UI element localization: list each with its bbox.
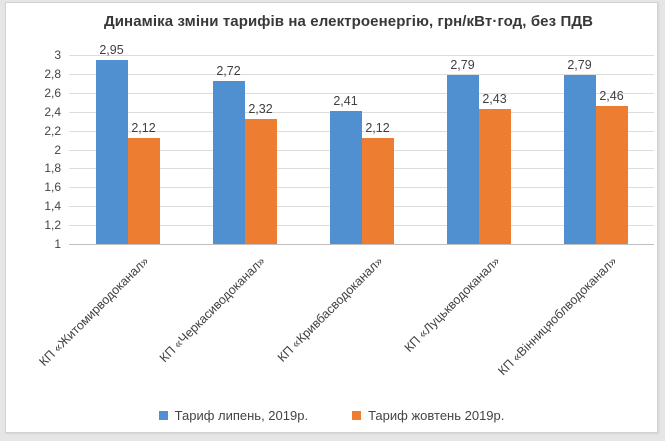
- y-tick-label: 2,6: [44, 85, 61, 100]
- category-label: КП «Вінницяоблводоканал»: [495, 254, 620, 379]
- bar-series1-cat1: [95, 59, 128, 244]
- category-label: КП «Житомирводоканал»: [36, 254, 152, 369]
- bar-series1-cat5: [563, 74, 596, 244]
- gridline: [69, 111, 654, 113]
- legend-swatch-icon: [352, 410, 362, 420]
- chart-card: Динаміка зміни тарифів на електроенергію…: [5, 2, 658, 433]
- y-tick-label: 2,4: [44, 104, 61, 119]
- value-label: 2,95: [99, 42, 124, 57]
- value-label: 2,46: [599, 89, 624, 104]
- bar-series2-cat2: [244, 119, 277, 244]
- y-tick-label: 1: [54, 237, 61, 251]
- value-label: 2,12: [365, 121, 390, 136]
- value-label: 2,32: [248, 102, 273, 117]
- y-tick-label: 2,8: [44, 66, 61, 81]
- chart-title: Динаміка зміни тарифів на електроенергію…: [103, 13, 594, 30]
- category-label: КП «Луцькводоканал»: [401, 254, 503, 355]
- y-tick-label: 1,8: [44, 161, 61, 176]
- legend-swatch-icon: [158, 410, 168, 420]
- category-label: КП «Черкасиводоканал»: [157, 254, 269, 366]
- x-axis-line: [69, 244, 654, 245]
- gridline: [69, 130, 654, 132]
- y-tick-label: 1,2: [44, 218, 61, 233]
- bar-series1-cat2: [212, 81, 245, 244]
- value-label: 2,41: [333, 93, 358, 108]
- value-label: 2,12: [131, 121, 156, 136]
- legend-item-series2: Тариф жовтень 2019р.: [352, 408, 504, 423]
- y-tick-label: 2,2: [44, 123, 61, 138]
- legend-label: Тариф жовтень 2019р.: [368, 407, 505, 423]
- value-label: 2,79: [567, 57, 592, 72]
- bar-series2-cat5: [595, 106, 628, 244]
- category-label: КП «Кривбасводоканал»: [274, 254, 386, 365]
- bar-series1-cat4: [446, 74, 479, 244]
- value-label: 2,79: [450, 57, 475, 72]
- bar-series2-cat3: [361, 138, 394, 244]
- y-tick-label: 1,6: [44, 180, 61, 195]
- y-tick-label: 2: [54, 142, 61, 157]
- y-tick-label: 3: [54, 48, 61, 62]
- value-label: 2,72: [216, 64, 241, 79]
- gridline: [69, 92, 654, 94]
- legend-label: Тариф липень, 2019р.: [174, 407, 309, 423]
- value-label: 2,43: [482, 91, 507, 106]
- bar-series2-cat1: [127, 138, 160, 244]
- y-tick-label: 1,4: [44, 199, 61, 214]
- legend-item-series1: Тариф липень, 2019р.: [158, 407, 309, 423]
- gridline: [69, 73, 654, 75]
- legend: Тариф липень, 2019р. Тариф жовтень 2019р.: [6, 405, 657, 425]
- bar-series1-cat3: [329, 110, 362, 244]
- gridline: [69, 55, 654, 56]
- bar-series2-cat4: [478, 108, 511, 244]
